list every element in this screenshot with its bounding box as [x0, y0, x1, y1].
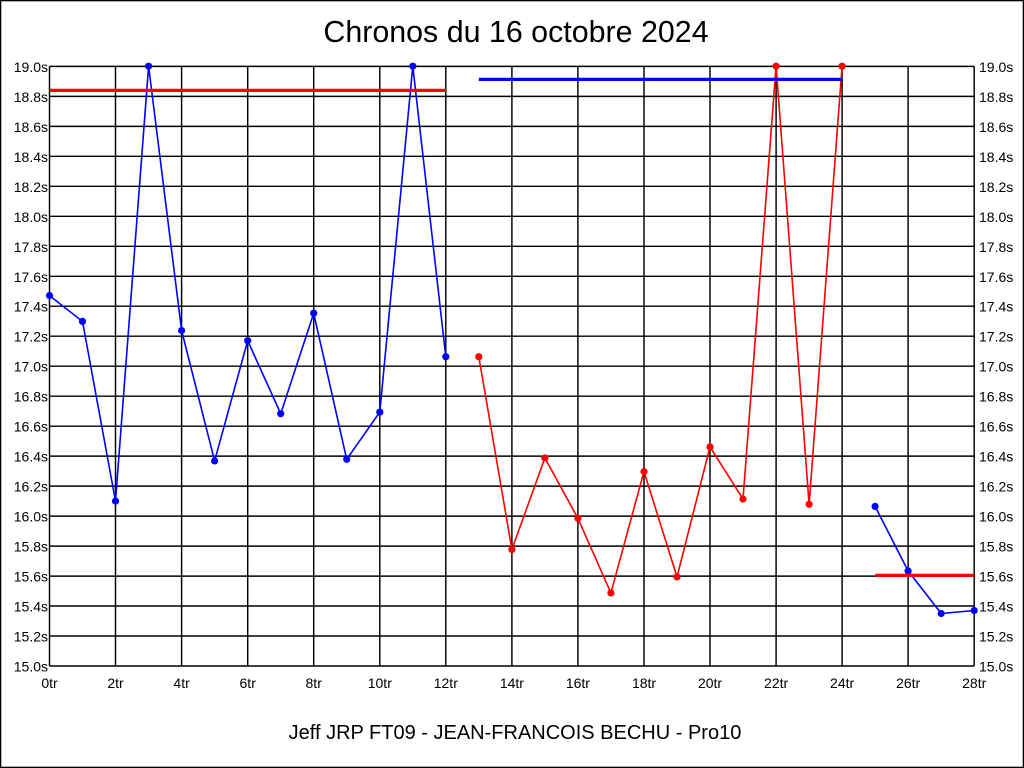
svg-text:15.0s: 15.0s [979, 659, 1013, 675]
svg-text:18.0s: 18.0s [14, 209, 48, 225]
svg-text:20tr: 20tr [698, 675, 722, 691]
svg-text:16.8s: 16.8s [979, 389, 1013, 405]
svg-text:26tr: 26tr [896, 675, 920, 691]
svg-text:16.0s: 16.0s [979, 509, 1013, 525]
svg-text:16.4s: 16.4s [14, 449, 48, 465]
svg-text:18.2s: 18.2s [14, 179, 48, 195]
svg-text:17.0s: 17.0s [979, 359, 1013, 375]
svg-text:18.6s: 18.6s [14, 119, 48, 135]
svg-text:4tr: 4tr [173, 675, 190, 691]
svg-text:16.0s: 16.0s [14, 509, 48, 525]
svg-text:0tr: 0tr [41, 675, 58, 691]
svg-text:18.8s: 18.8s [979, 89, 1013, 105]
svg-text:28tr: 28tr [962, 675, 986, 691]
svg-text:Chronos du 16 octobre 2024: Chronos du 16 octobre 2024 [323, 15, 708, 49]
svg-text:6tr: 6tr [240, 675, 257, 691]
svg-text:18tr: 18tr [632, 675, 656, 691]
svg-text:22tr: 22tr [764, 675, 788, 691]
svg-text:14tr: 14tr [500, 675, 524, 691]
svg-text:16.6s: 16.6s [14, 419, 48, 435]
svg-text:17.8s: 17.8s [14, 239, 48, 255]
svg-text:18.8s: 18.8s [14, 89, 48, 105]
svg-text:15.8s: 15.8s [14, 539, 48, 555]
svg-text:17.6s: 17.6s [14, 269, 48, 285]
svg-text:17.8s: 17.8s [979, 239, 1013, 255]
svg-text:18.4s: 18.4s [979, 149, 1013, 165]
svg-text:16.2s: 16.2s [14, 479, 48, 495]
svg-text:17.4s: 17.4s [979, 299, 1013, 315]
svg-text:18.0s: 18.0s [979, 209, 1013, 225]
svg-text:18.4s: 18.4s [14, 149, 48, 165]
svg-text:16.8s: 16.8s [14, 389, 48, 405]
svg-text:15.4s: 15.4s [14, 599, 48, 615]
svg-text:24tr: 24tr [830, 675, 854, 691]
svg-text:17.0s: 17.0s [14, 359, 48, 375]
svg-text:18.6s: 18.6s [979, 119, 1013, 135]
svg-text:15.6s: 15.6s [979, 569, 1013, 585]
svg-text:12tr: 12tr [434, 675, 458, 691]
svg-text:16tr: 16tr [566, 675, 590, 691]
svg-text:16.4s: 16.4s [979, 449, 1013, 465]
svg-text:17.2s: 17.2s [14, 329, 48, 345]
svg-text:16.2s: 16.2s [979, 479, 1013, 495]
svg-text:15.2s: 15.2s [979, 629, 1013, 645]
svg-text:17.4s: 17.4s [14, 299, 48, 315]
svg-text:17.6s: 17.6s [979, 269, 1013, 285]
svg-text:15.6s: 15.6s [14, 569, 48, 585]
svg-text:10tr: 10tr [368, 675, 392, 691]
svg-text:17.2s: 17.2s [979, 329, 1013, 345]
svg-text:15.2s: 15.2s [14, 629, 48, 645]
svg-text:16.6s: 16.6s [979, 419, 1013, 435]
svg-text:18.2s: 18.2s [979, 179, 1013, 195]
svg-text:19.0s: 19.0s [979, 59, 1013, 75]
svg-text:8tr: 8tr [306, 675, 323, 691]
svg-text:2tr: 2tr [107, 675, 124, 691]
svg-text:19.0s: 19.0s [14, 59, 48, 75]
svg-text:15.0s: 15.0s [14, 659, 48, 675]
svg-text:Jeff JRP FT09 - JEAN-FRANCOIS: Jeff JRP FT09 - JEAN-FRANCOIS BECHU - Pr… [289, 722, 742, 744]
svg-text:15.4s: 15.4s [979, 599, 1013, 615]
svg-text:15.8s: 15.8s [979, 539, 1013, 555]
